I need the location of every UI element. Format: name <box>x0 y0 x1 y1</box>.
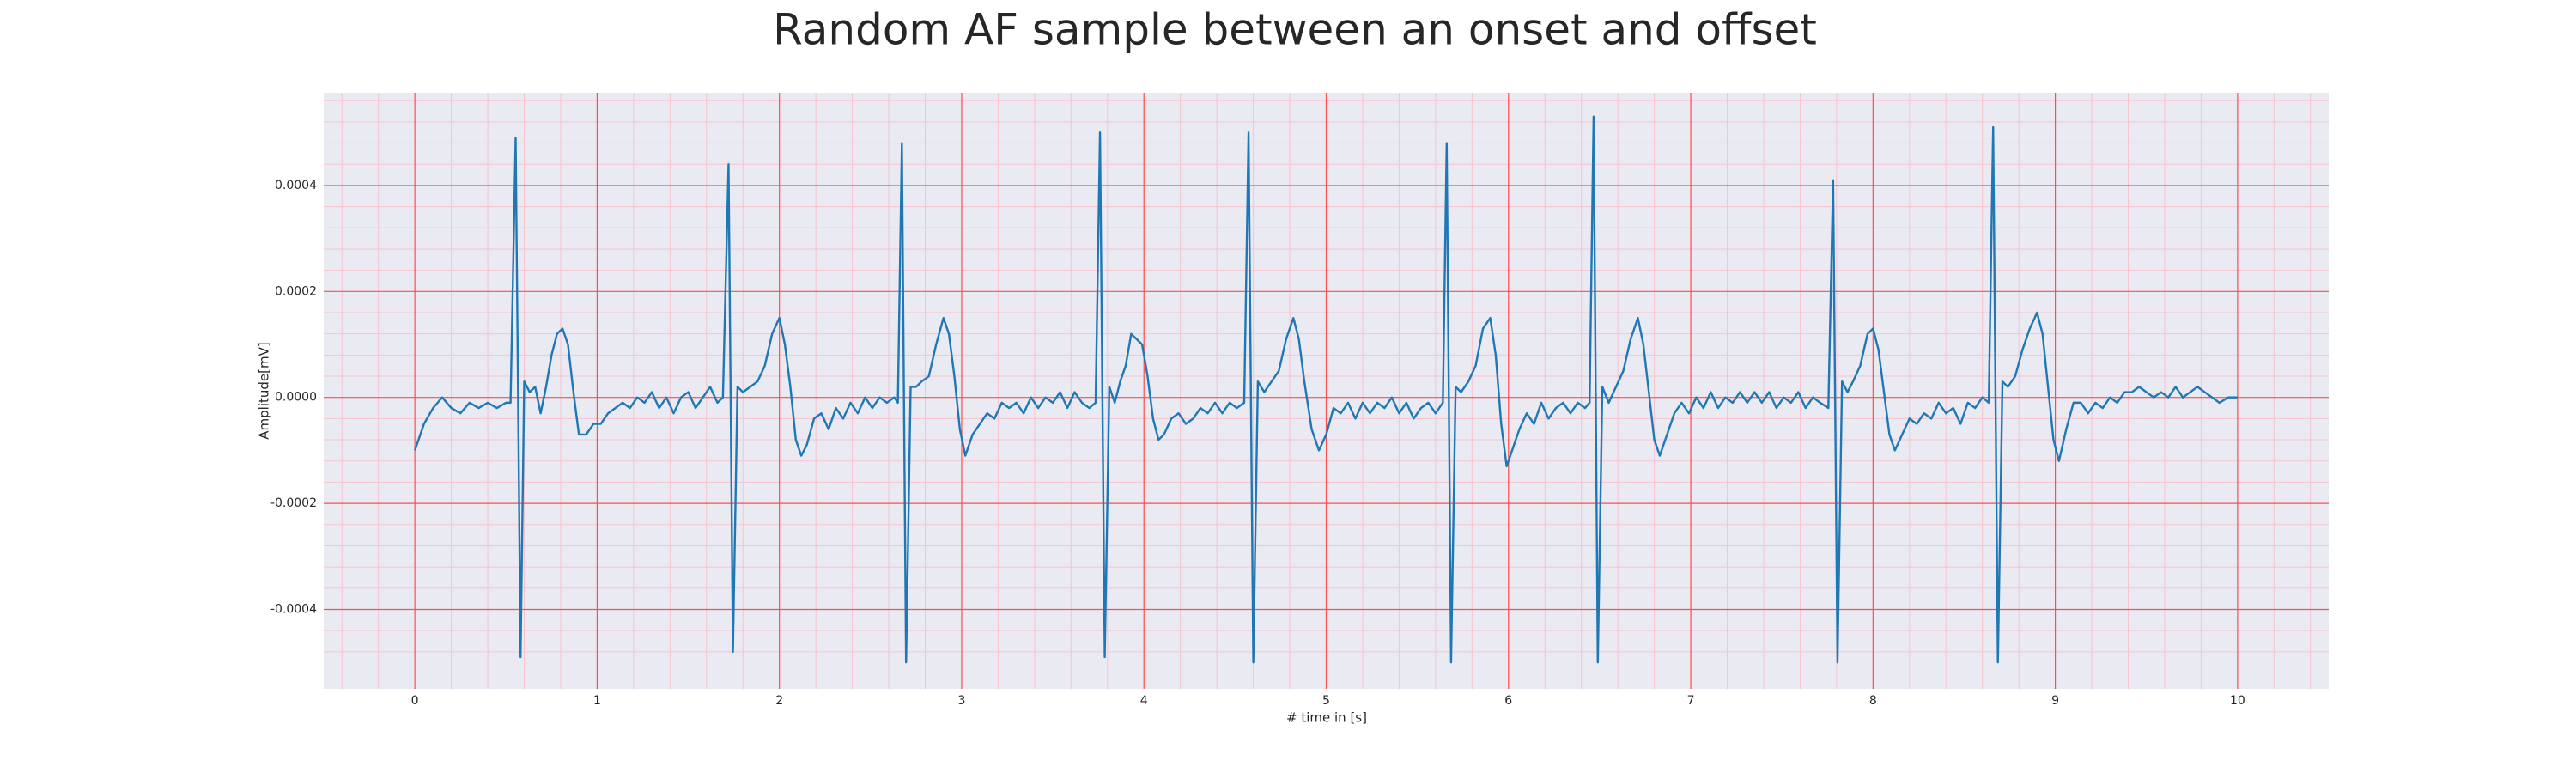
x-tick-label: 10 <box>2230 694 2245 708</box>
y-tick-label: -0.0004 <box>270 602 317 616</box>
y-tick-label: 0.0004 <box>275 179 317 192</box>
y-tick-label: -0.0002 <box>270 496 317 510</box>
x-tick-label: 6 <box>1504 694 1512 708</box>
labels: 0 1 2 3 4 5 6 7 8 9 10 -0.0004 -0.0002 0.0000 0.0002 0.… <box>270 179 2245 708</box>
x-tick-label: 2 <box>775 694 783 708</box>
x-tick-label: 4 <box>1140 694 1148 708</box>
chart-title: Random AF sample between an onset and of… <box>773 5 1817 55</box>
x-tick-label: 1 <box>593 694 601 708</box>
y-tick-label: 0.0002 <box>275 284 317 298</box>
x-tick-label: 7 <box>1687 694 1695 708</box>
x-axis-label: # time in [s] <box>1286 710 1367 726</box>
marks <box>414 115 2238 664</box>
x-tick-label: 9 <box>2051 694 2059 708</box>
signal-line <box>414 115 2238 664</box>
x-tick-label: 3 <box>957 694 965 708</box>
x-tick-label: 0 <box>411 694 419 708</box>
x-tick-label: 8 <box>1869 694 1877 708</box>
x-tick-label: 5 <box>1322 694 1330 708</box>
y-tick-label: 0.0000 <box>275 391 317 405</box>
y-axis-label: Amplitude[mV] <box>257 342 272 439</box>
